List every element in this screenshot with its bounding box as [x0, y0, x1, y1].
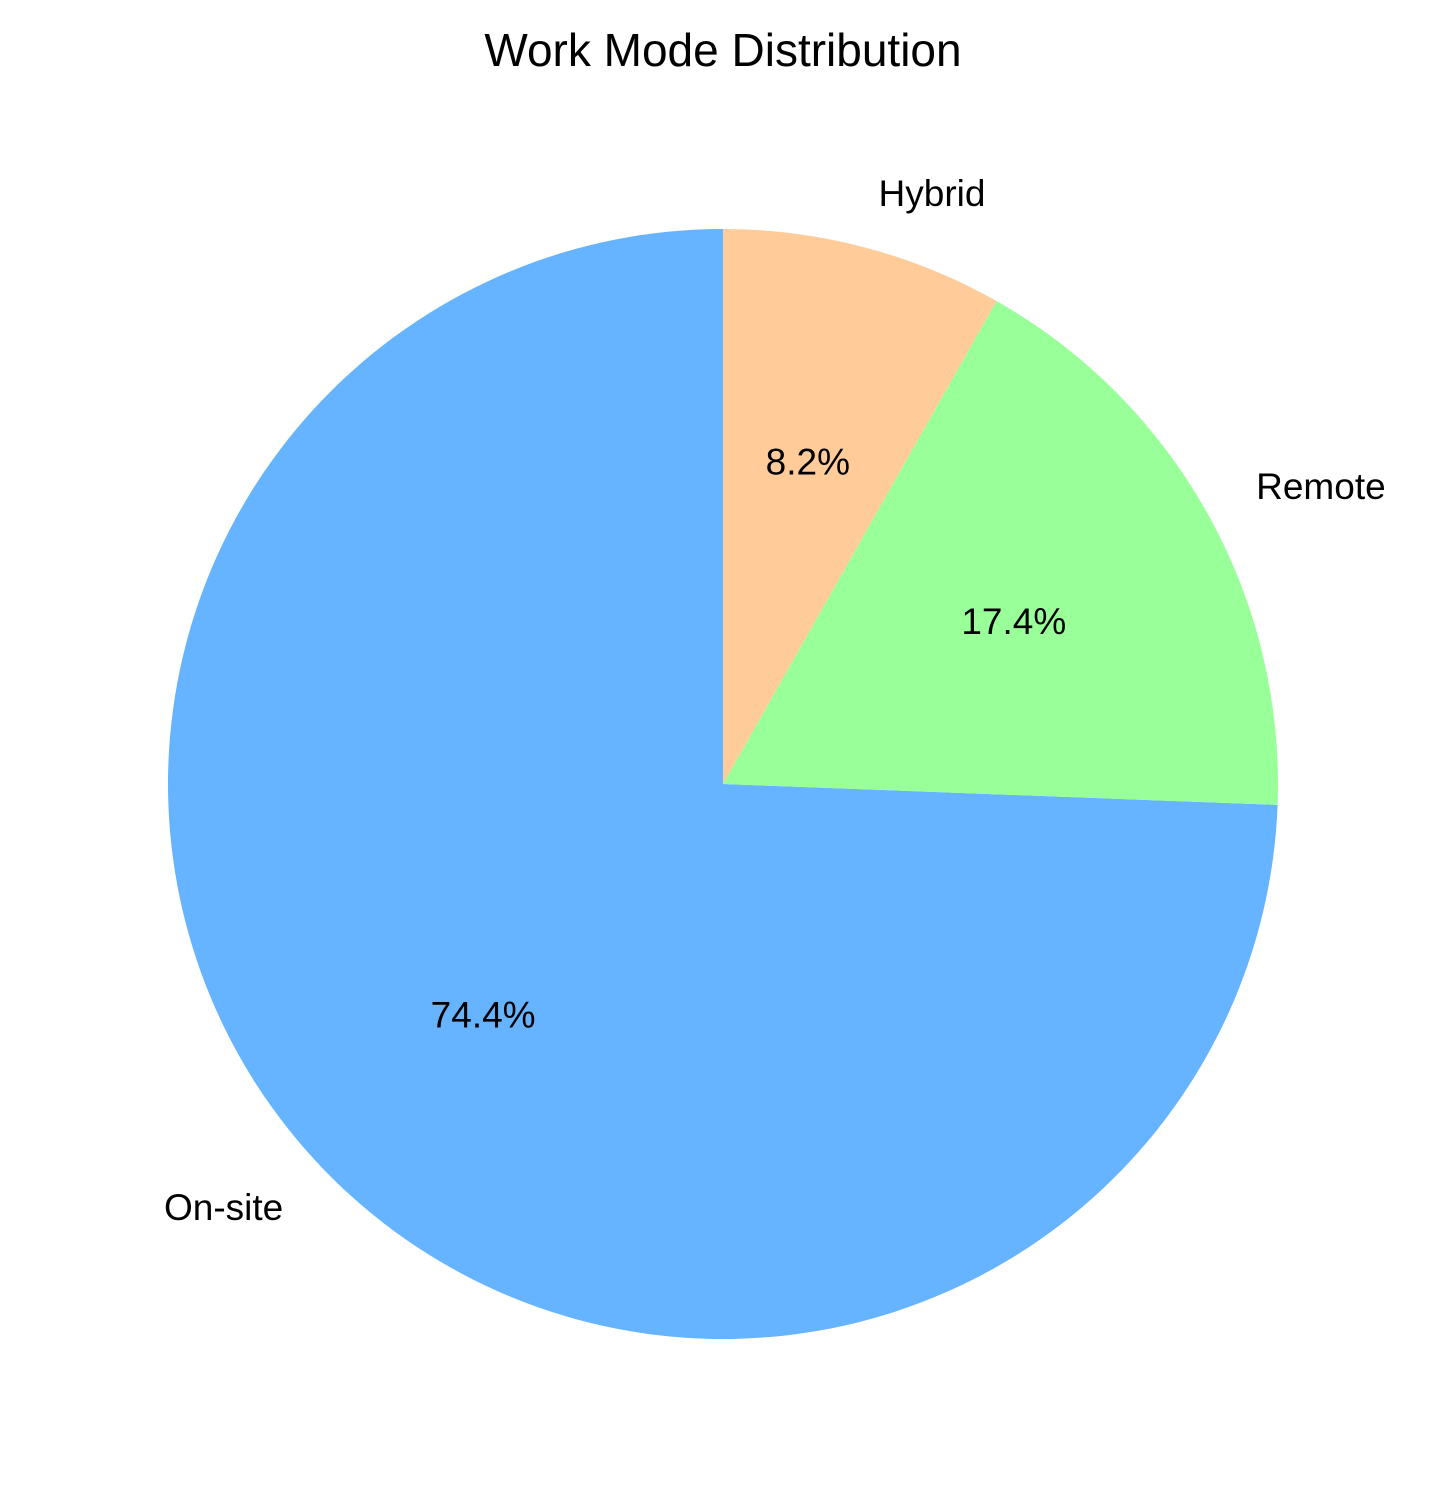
- pie-slice-hybrid: [723, 229, 997, 784]
- pie-slice-on-site: [168, 229, 1278, 1339]
- slice-pct-label-on-site: 74.4%: [431, 994, 536, 1035]
- slice-label-on-site: On-site: [164, 1187, 283, 1228]
- slice-label-remote: Remote: [1256, 466, 1386, 507]
- slice-pct-label-remote: 17.4%: [961, 601, 1066, 642]
- chart-title: Work Mode Distribution: [484, 24, 961, 76]
- pie-slices: [168, 229, 1279, 1339]
- slice-pct-label-hybrid: 8.2%: [766, 441, 850, 482]
- pie-labels: On-site 74.4% Remote 17.4% Hybrid 8.2%: [164, 173, 1386, 1228]
- slice-label-hybrid: Hybrid: [879, 173, 986, 214]
- pie-slice-remote: [723, 301, 1279, 805]
